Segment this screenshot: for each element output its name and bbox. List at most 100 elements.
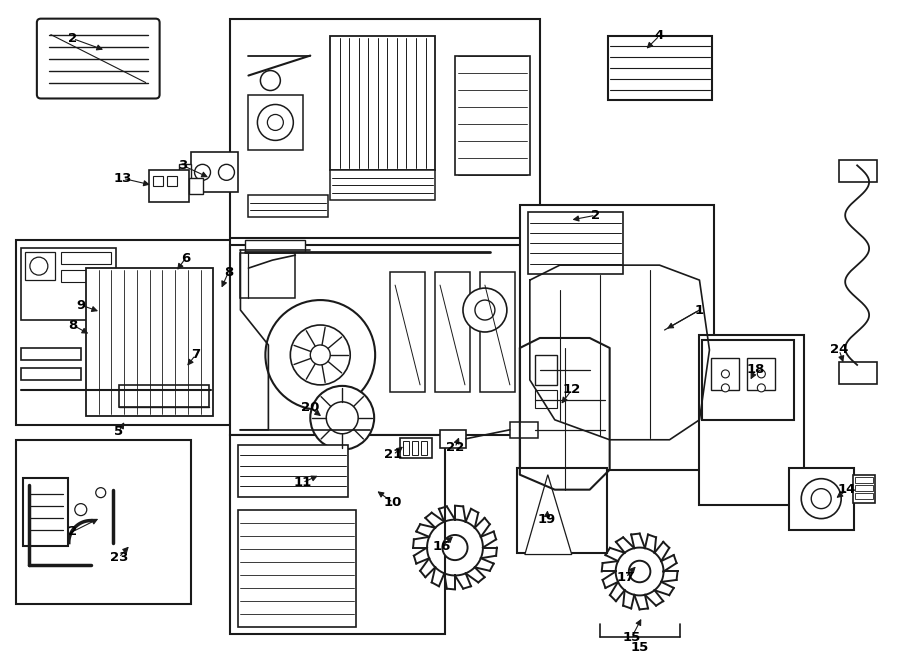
- Circle shape: [48, 522, 64, 537]
- Bar: [16, 440, 191, 604]
- Bar: [148, 171, 189, 202]
- Bar: [455, 56, 530, 175]
- Polygon shape: [525, 475, 572, 555]
- Bar: [855, 492, 873, 498]
- Bar: [330, 36, 435, 171]
- Bar: [22, 478, 68, 545]
- Bar: [853, 475, 875, 502]
- Circle shape: [811, 488, 832, 508]
- Text: 6: 6: [181, 252, 190, 264]
- Bar: [86, 268, 213, 416]
- Bar: [191, 153, 238, 192]
- Bar: [435, 272, 470, 392]
- Bar: [535, 390, 557, 408]
- Bar: [855, 477, 873, 483]
- Text: 2: 2: [68, 32, 77, 45]
- Circle shape: [95, 488, 105, 498]
- Text: 15: 15: [623, 631, 641, 644]
- Bar: [608, 36, 713, 100]
- Bar: [240, 253, 295, 298]
- Bar: [21, 368, 81, 380]
- Bar: [61, 270, 111, 282]
- Circle shape: [310, 386, 374, 449]
- Bar: [510, 422, 538, 438]
- Bar: [535, 355, 557, 385]
- Bar: [238, 510, 356, 627]
- Text: 10: 10: [384, 496, 402, 509]
- Bar: [440, 430, 466, 447]
- Bar: [400, 438, 432, 457]
- Text: 24: 24: [830, 344, 849, 356]
- Circle shape: [75, 504, 86, 516]
- Circle shape: [266, 300, 375, 410]
- Circle shape: [801, 479, 842, 519]
- Bar: [421, 441, 427, 455]
- Bar: [789, 468, 854, 529]
- Bar: [61, 252, 111, 264]
- Circle shape: [310, 345, 330, 365]
- Bar: [403, 441, 410, 455]
- Bar: [248, 95, 303, 151]
- Bar: [520, 206, 715, 470]
- Text: 16: 16: [433, 540, 451, 553]
- Bar: [248, 195, 328, 217]
- Text: 3: 3: [178, 159, 187, 172]
- Circle shape: [722, 384, 729, 392]
- Bar: [230, 435, 445, 635]
- Bar: [480, 272, 515, 392]
- Text: 22: 22: [446, 442, 464, 454]
- Bar: [699, 335, 805, 504]
- Bar: [16, 240, 230, 425]
- Text: 8: 8: [68, 319, 77, 332]
- Bar: [119, 385, 209, 407]
- Bar: [238, 445, 348, 496]
- Bar: [21, 248, 116, 320]
- Bar: [189, 178, 202, 194]
- Bar: [527, 212, 623, 274]
- Circle shape: [257, 104, 293, 140]
- Bar: [412, 441, 418, 455]
- Text: 20: 20: [302, 401, 319, 414]
- Bar: [747, 358, 775, 390]
- Text: 23: 23: [110, 551, 128, 564]
- Bar: [178, 165, 191, 180]
- Bar: [246, 240, 305, 252]
- Circle shape: [443, 535, 468, 560]
- Bar: [166, 176, 176, 186]
- Circle shape: [758, 384, 765, 392]
- Text: 21: 21: [384, 448, 402, 461]
- Bar: [153, 176, 163, 186]
- Text: 11: 11: [293, 476, 311, 489]
- Circle shape: [267, 114, 284, 130]
- Bar: [230, 245, 599, 435]
- Text: 2: 2: [591, 209, 600, 221]
- Text: 17: 17: [616, 571, 634, 584]
- Circle shape: [327, 402, 358, 434]
- Text: 4: 4: [655, 29, 664, 42]
- Circle shape: [475, 300, 495, 320]
- Text: 1: 1: [695, 303, 704, 317]
- Bar: [839, 362, 878, 384]
- Text: 14: 14: [838, 483, 857, 496]
- Bar: [21, 348, 81, 360]
- Circle shape: [30, 257, 48, 275]
- FancyBboxPatch shape: [37, 19, 159, 98]
- Bar: [330, 171, 435, 200]
- Bar: [25, 252, 55, 280]
- Bar: [711, 358, 740, 390]
- Bar: [390, 272, 425, 392]
- Bar: [839, 161, 878, 182]
- Text: 19: 19: [537, 513, 556, 526]
- Bar: [855, 485, 873, 490]
- Text: 8: 8: [224, 266, 233, 279]
- Circle shape: [194, 165, 211, 180]
- Text: 18: 18: [746, 364, 764, 376]
- Circle shape: [463, 288, 507, 332]
- Circle shape: [722, 370, 729, 378]
- Circle shape: [260, 71, 281, 91]
- Bar: [517, 468, 607, 553]
- Circle shape: [219, 165, 235, 180]
- Text: 9: 9: [76, 299, 86, 311]
- Bar: [230, 19, 540, 238]
- Text: 15: 15: [631, 641, 649, 654]
